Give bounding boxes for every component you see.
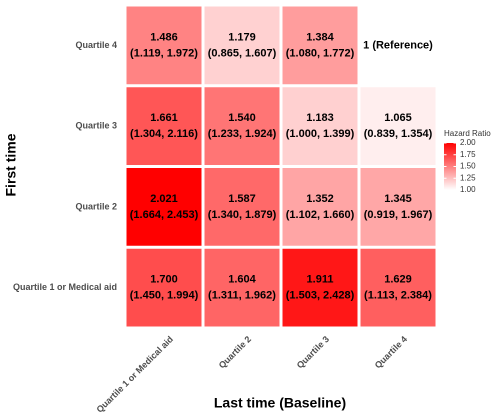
cell-value-label: 1.065 xyxy=(384,112,412,124)
cell-value-label: 1.183 xyxy=(306,112,334,124)
cell-ci-label: (1.233, 1.924) xyxy=(208,128,277,140)
cell-ci-label: (0.839, 1.354) xyxy=(364,128,433,140)
colorbar-tick-label: 2.00 xyxy=(460,138,476,147)
heat-cell xyxy=(204,6,280,85)
cell-value-label: 1.700 xyxy=(150,274,178,286)
heat-cell xyxy=(204,87,280,165)
cell-ci-label: (1.503, 2.428) xyxy=(286,290,355,302)
cell-value-label: 1 (Reference) xyxy=(363,39,433,51)
y-axis-title: First time xyxy=(3,133,19,196)
cell-ci-label: (0.919, 1.967) xyxy=(364,209,433,221)
heat-cell xyxy=(282,168,358,246)
cell-ci-label: (1.102, 1.660) xyxy=(286,209,355,221)
colorbar-tick-label: 1.00 xyxy=(460,185,476,194)
heat-cell xyxy=(126,87,202,165)
heat-cell xyxy=(204,248,280,327)
y-tick-label: Quartile 2 xyxy=(75,201,117,211)
cell-value-label: 1.179 xyxy=(228,31,256,43)
cell-ci-label: (1.080, 1.772) xyxy=(286,47,355,59)
colorbar xyxy=(444,143,456,190)
cell-value-label: 1.587 xyxy=(228,193,256,205)
heat-cell xyxy=(282,248,358,327)
heat-cell xyxy=(282,6,358,85)
cell-value-label: 1.604 xyxy=(228,274,256,286)
heat-cell xyxy=(126,248,202,327)
cell-value-label: 1.384 xyxy=(306,31,334,43)
cell-value-label: 1.486 xyxy=(150,31,178,43)
y-tick-label: Quartile 1 or Medical aid xyxy=(13,282,117,292)
heat-cell xyxy=(360,248,436,327)
cell-ci-label: (1.311, 1.962) xyxy=(208,290,276,302)
colorbar-tick-label: 1.25 xyxy=(460,173,476,182)
x-tick-label: Quartile 4 xyxy=(373,334,409,370)
cell-ci-label: (1.340, 1.879) xyxy=(208,209,277,221)
cell-value-label: 1.540 xyxy=(228,112,256,124)
cell-ci-label: (1.304, 2.116) xyxy=(130,128,198,140)
colorbar-tick-label: 1.50 xyxy=(460,162,476,171)
heat-cell xyxy=(360,168,436,246)
cell-value-label: 2.021 xyxy=(150,193,178,205)
heat-cell xyxy=(360,6,436,85)
cell-ci-label: (1.000, 1.399) xyxy=(286,128,355,140)
heat-cell xyxy=(126,6,202,85)
cell-ci-label: (1.113, 2.384) xyxy=(364,290,432,302)
heat-cell xyxy=(126,168,202,246)
heat-cell xyxy=(360,87,436,165)
cell-ci-label: (1.119, 1.972) xyxy=(130,47,198,59)
cell-value-label: 1.629 xyxy=(384,274,412,286)
x-axis-title: Last time (Baseline) xyxy=(214,395,346,411)
x-tick-label: Quartile 1 or Medical aid xyxy=(94,334,175,415)
heat-cell xyxy=(204,168,280,246)
heat-cell xyxy=(282,87,358,165)
cell-ci-label: (1.664, 2.453) xyxy=(130,209,199,221)
cell-value-label: 1.352 xyxy=(306,193,334,205)
cell-value-label: 1.661 xyxy=(150,112,178,124)
cell-ci-label: (0.865, 1.607) xyxy=(208,47,277,59)
x-tick-label: Quartile 3 xyxy=(295,334,331,370)
legend-title: Hazard Ratio xyxy=(444,129,491,138)
y-tick-label: Quartile 4 xyxy=(75,40,117,50)
cell-value-label: 1.911 xyxy=(307,274,334,286)
colorbar-tick-label: 1.75 xyxy=(460,150,476,159)
cell-value-label: 1.345 xyxy=(384,193,412,205)
x-tick-label: Quartile 2 xyxy=(217,334,253,370)
y-tick-label: Quartile 3 xyxy=(75,121,117,131)
cell-ci-label: (1.450, 1.994) xyxy=(130,290,199,302)
